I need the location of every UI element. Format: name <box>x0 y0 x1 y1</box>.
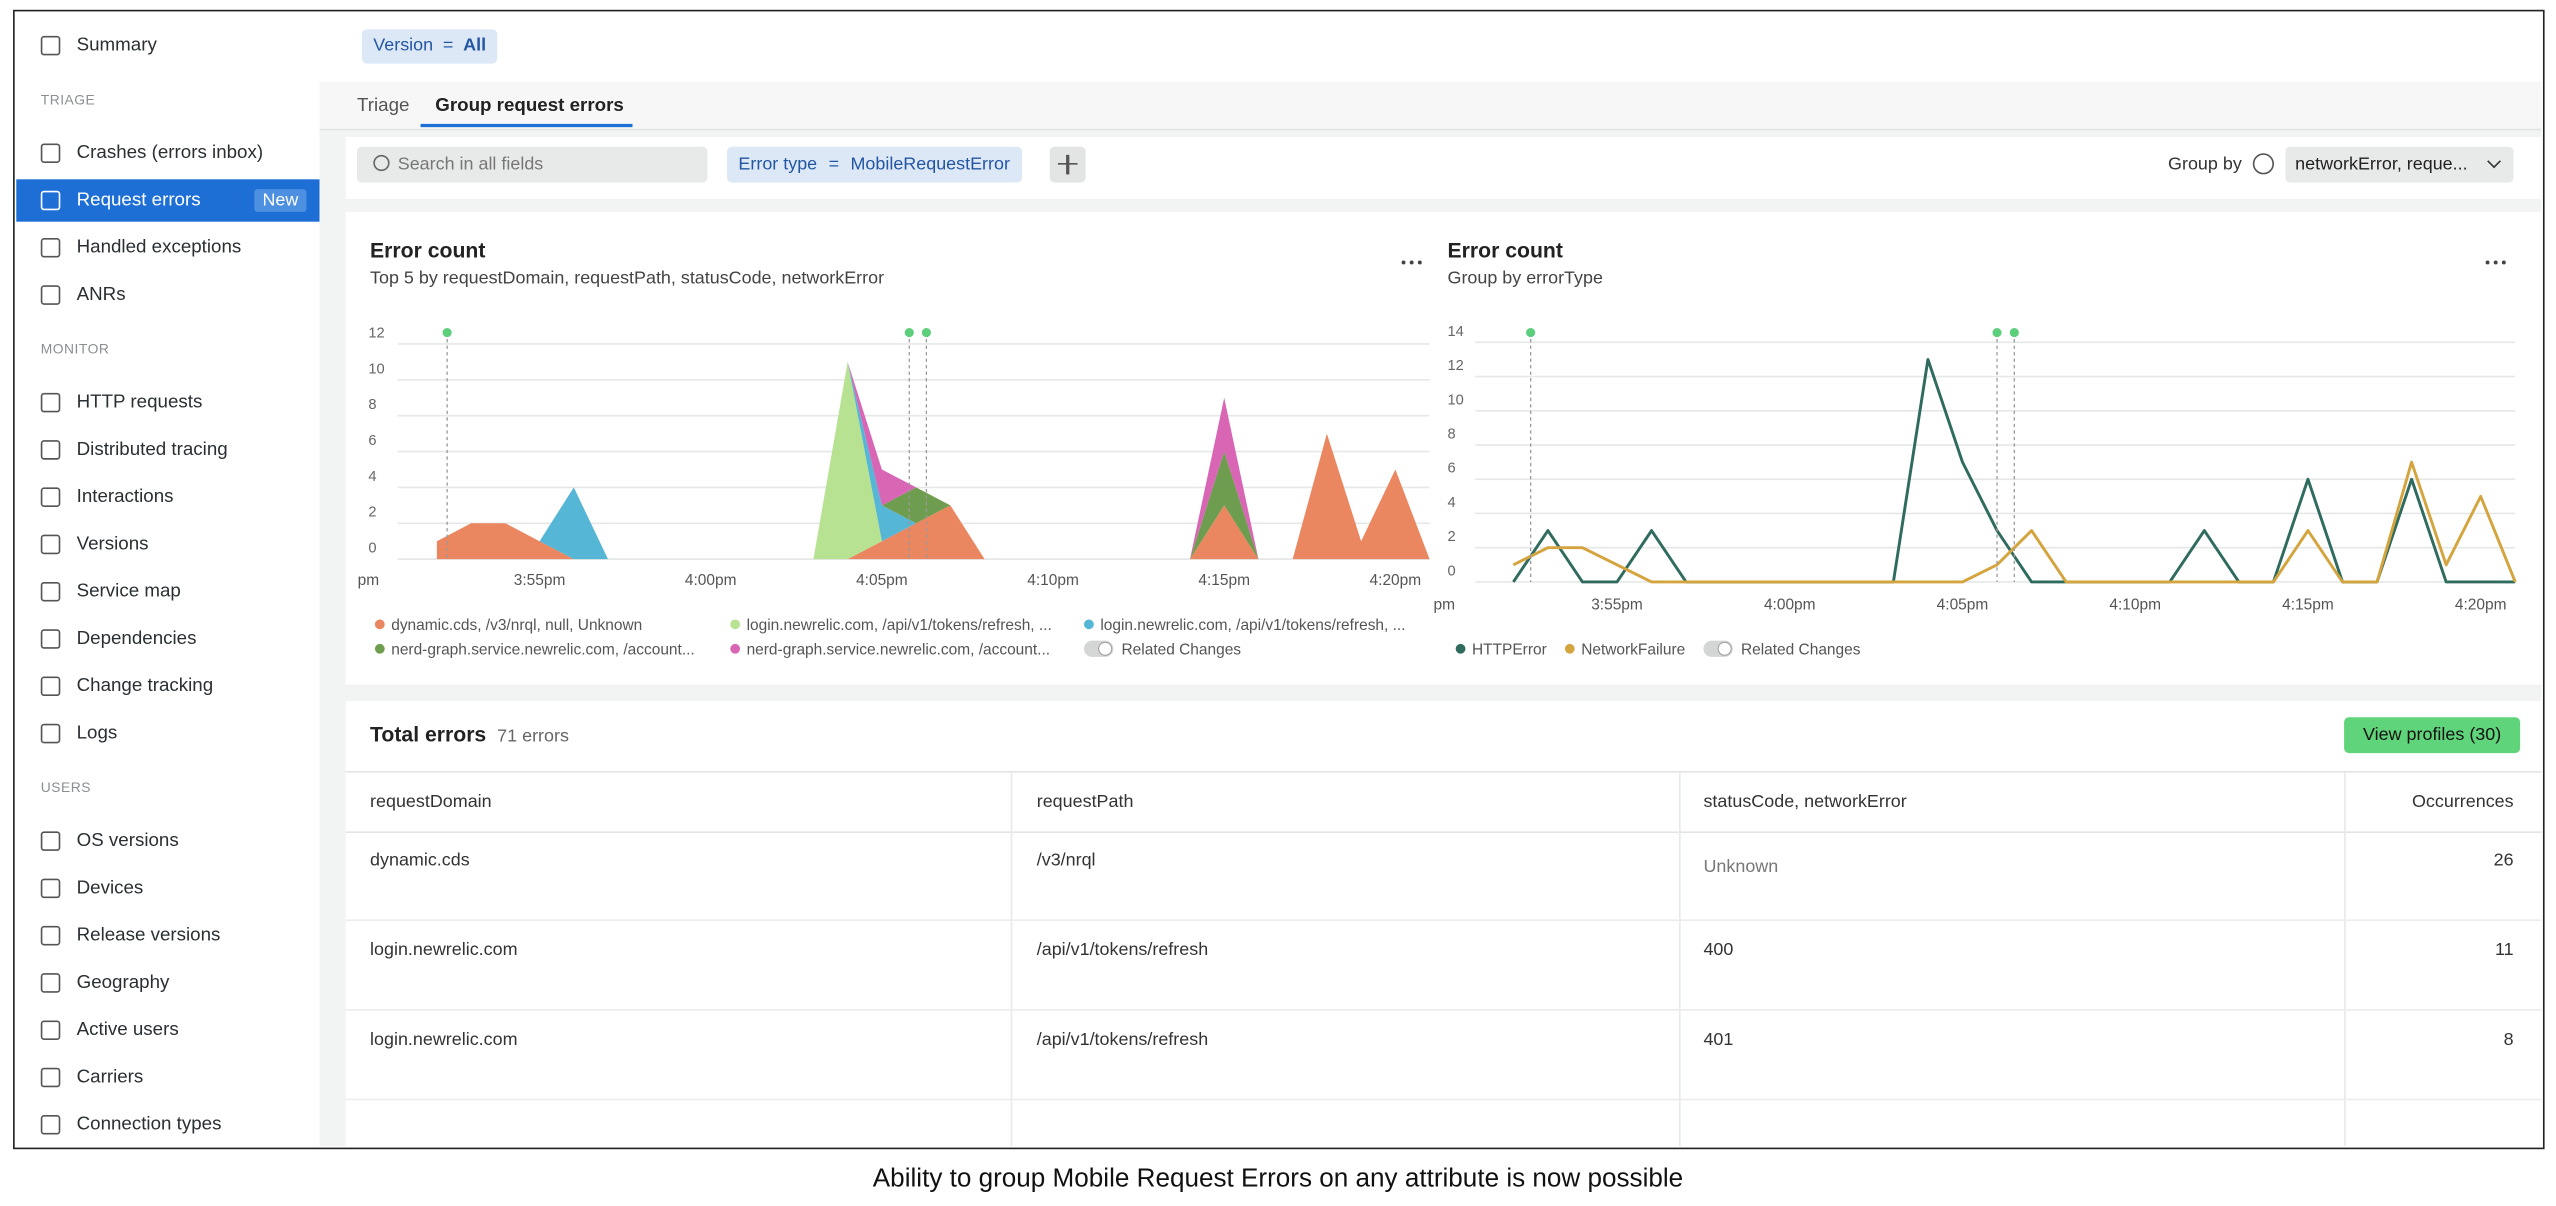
legend-swatch <box>730 644 740 654</box>
chart-subtitle: Top 5 by requestDomain, requestPath, sta… <box>370 268 884 288</box>
legend-label: HTTPError <box>1472 641 1547 658</box>
chart-menu-dot <box>2494 260 2498 264</box>
y-tick-label: 10 <box>1448 392 1464 408</box>
legend-swatch <box>730 619 740 629</box>
legend-label: NetworkFailure <box>1581 641 1685 658</box>
toggle-knob <box>1718 642 1731 655</box>
y-tick-label: 0 <box>368 541 376 557</box>
x-tick-label: 3:55pm <box>1591 597 1643 614</box>
y-tick-label: 6 <box>1448 461 1456 477</box>
x-tick-label: 4:15pm <box>1198 572 1250 589</box>
toggle-knob <box>1099 642 1112 655</box>
change-marker <box>443 328 452 337</box>
x-tick-label: 4:15pm <box>2282 597 2334 614</box>
legend-label: nerd-graph.service.newrelic.com, /accoun… <box>747 641 1051 658</box>
legend-label: login.newrelic.com, /api/v1/tokens/refre… <box>747 617 1052 634</box>
x-tick-label: 3:55pm <box>514 572 566 589</box>
x-tick-label: 4:20pm <box>2455 597 2507 614</box>
y-tick-label: 6 <box>368 433 376 449</box>
legend-swatch <box>1084 619 1094 629</box>
y-tick-label: 8 <box>368 397 376 413</box>
chart-menu-dot <box>1410 260 1414 264</box>
x-tick-label: 4:05pm <box>856 572 908 589</box>
change-marker <box>922 328 931 337</box>
x-tick-label: pm <box>1434 597 1456 614</box>
legend-label: dynamic.cds, /v3/nrql, null, Unknown <box>391 617 642 634</box>
legend-label: login.newrelic.com, /api/v1/tokens/refre… <box>1100 617 1405 634</box>
x-tick-label: pm <box>358 572 380 589</box>
x-tick-label: 4:05pm <box>1937 597 1989 614</box>
change-marker <box>905 328 914 337</box>
chart-menu-dot <box>1418 260 1422 264</box>
x-tick-label: 4:10pm <box>2109 597 2161 614</box>
chart-title: Error count <box>370 240 485 263</box>
x-tick-label: 4:00pm <box>685 572 737 589</box>
chart-subtitle: Group by errorType <box>1448 268 1603 288</box>
chart-menu-dot <box>2486 260 2490 264</box>
y-tick-label: 12 <box>368 325 384 341</box>
chart-title: Error count <box>1448 240 1563 263</box>
x-tick-label: 4:20pm <box>1370 572 1422 589</box>
change-marker <box>2010 328 2019 337</box>
legend-swatch <box>375 644 385 654</box>
y-tick-label: 14 <box>1448 324 1464 340</box>
related-changes-label: Related Changes <box>1741 641 1861 658</box>
change-marker <box>1992 328 2001 337</box>
y-tick-label: 2 <box>1448 529 1456 545</box>
legend-swatch <box>375 619 385 629</box>
legend-swatch <box>1565 644 1575 654</box>
x-tick-label: 4:10pm <box>1027 572 1079 589</box>
y-tick-label: 0 <box>1448 563 1456 579</box>
y-tick-label: 12 <box>1448 358 1464 374</box>
legend-swatch <box>1456 644 1466 654</box>
y-tick-label: 2 <box>368 505 376 521</box>
change-marker <box>1526 328 1535 337</box>
y-tick-label: 4 <box>1448 495 1456 511</box>
y-tick-label: 10 <box>368 361 384 377</box>
chart-menu-dot <box>1402 260 1406 264</box>
chart-menu-dot <box>2502 260 2506 264</box>
x-tick-label: 4:00pm <box>1764 597 1816 614</box>
related-changes-label: Related Changes <box>1122 641 1242 658</box>
y-tick-label: 4 <box>368 469 376 485</box>
y-tick-label: 8 <box>1448 426 1456 442</box>
legend-label: nerd-graph.service.newrelic.com, /accoun… <box>391 641 695 658</box>
